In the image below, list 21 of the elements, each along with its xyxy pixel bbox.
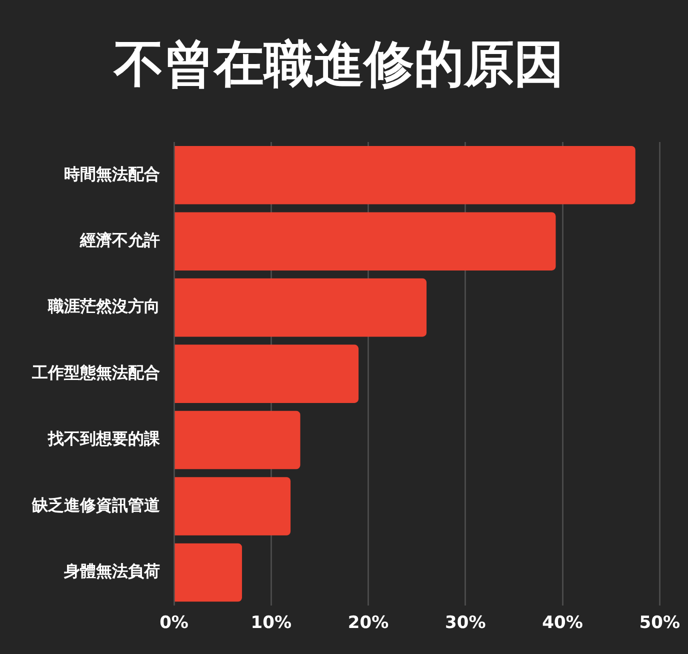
bar [174,146,636,204]
bar [174,212,556,270]
x-tick-label: 30% [445,613,486,634]
x-tick-label: 50% [639,613,680,634]
bar [174,344,359,403]
y-tick-label: 身體無法負荷 [63,562,160,581]
y-tick-label: 職涯茫然沒方向 [47,296,160,316]
chart-title: 不曾在職進修的原因 [113,34,564,93]
y-tick-label: 經濟不允許 [79,230,160,250]
bar [174,278,427,337]
x-tick-label: 10% [250,613,292,634]
x-tick-label: 20% [348,613,389,634]
bar [174,477,291,536]
bar [174,543,242,602]
y-tick-label: 缺乏進修資訊管道 [31,495,161,514]
x-tick-label: 0% [160,613,188,634]
bar [174,410,300,470]
y-tick-label: 找不到想要的課 [47,429,161,448]
y-tick-label: 時間無法配合 [64,164,160,184]
y-tick-label: 工作型態無法配合 [31,362,160,382]
x-tick-label: 40% [542,613,583,634]
